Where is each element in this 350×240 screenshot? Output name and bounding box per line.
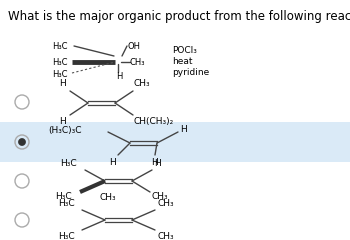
Text: CH₃: CH₃ <box>157 232 174 240</box>
Text: CH(CH₃)₂: CH(CH₃)₂ <box>134 117 174 126</box>
Text: H: H <box>180 126 187 134</box>
Text: H: H <box>110 158 116 167</box>
Text: H₃C: H₃C <box>52 42 68 51</box>
Bar <box>0 122 350 162</box>
Text: H₃C: H₃C <box>60 159 77 168</box>
Text: H: H <box>150 158 158 167</box>
Text: CH₃: CH₃ <box>134 79 150 88</box>
Circle shape <box>19 138 26 145</box>
Text: heat: heat <box>172 57 192 66</box>
Text: H₃C: H₃C <box>58 199 75 208</box>
Text: H: H <box>59 79 65 88</box>
Text: CH₃: CH₃ <box>152 192 169 201</box>
Text: H₃C: H₃C <box>52 70 68 79</box>
Text: H₃C: H₃C <box>52 58 68 67</box>
Text: H: H <box>116 72 122 81</box>
Text: CH₃: CH₃ <box>100 193 117 202</box>
Text: H: H <box>154 159 161 168</box>
Text: H₃C: H₃C <box>55 192 72 201</box>
Text: OH: OH <box>127 42 140 51</box>
Text: What is the major organic product from the following reaction?: What is the major organic product from t… <box>8 10 350 23</box>
Text: POCl₃: POCl₃ <box>172 46 197 55</box>
Text: (H₃C)₃C: (H₃C)₃C <box>48 126 82 134</box>
Text: pyridine: pyridine <box>172 68 209 77</box>
Text: H₃C: H₃C <box>58 232 75 240</box>
Text: CH₃: CH₃ <box>130 58 146 67</box>
Text: CH₃: CH₃ <box>157 199 174 208</box>
Text: H: H <box>59 117 65 126</box>
